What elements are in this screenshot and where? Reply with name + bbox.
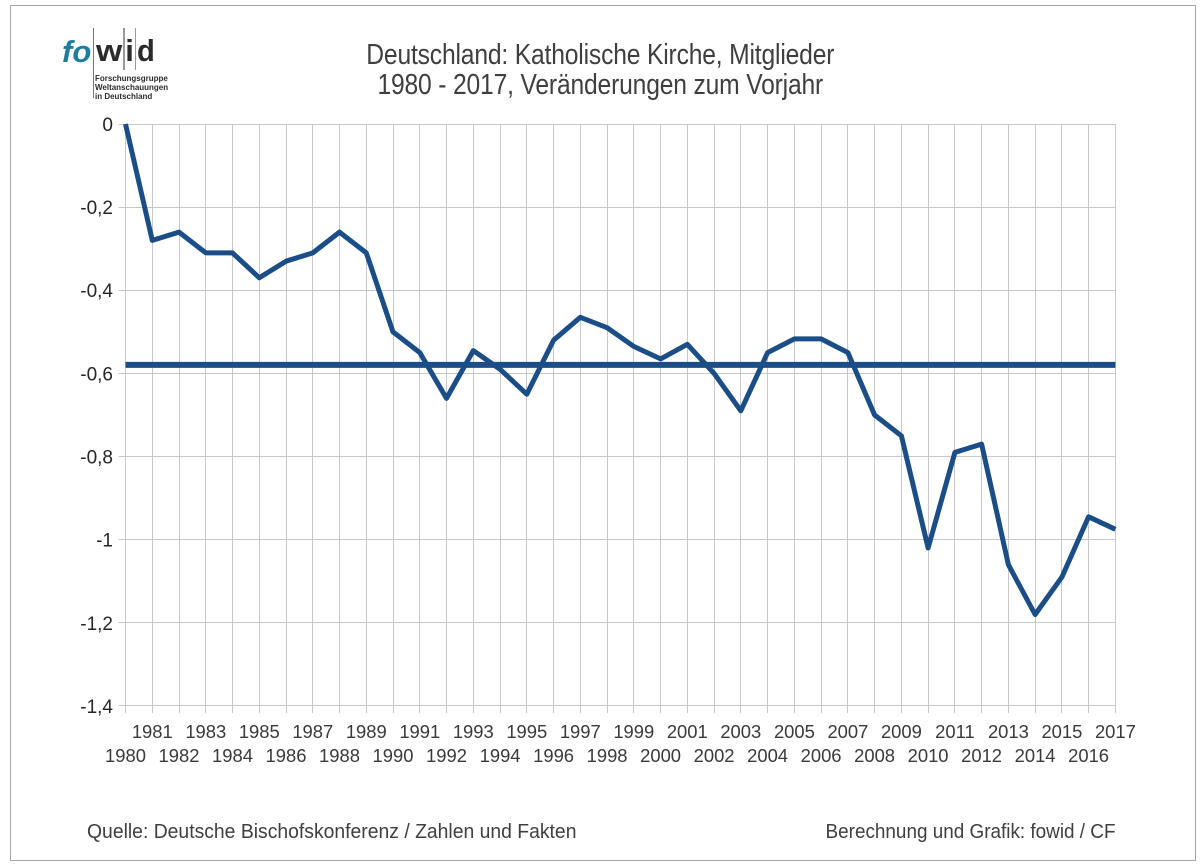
svg-text:-0,4: -0,4 (80, 281, 113, 302)
svg-text:2010: 2010 (908, 745, 949, 766)
svg-text:-0,8: -0,8 (80, 448, 113, 469)
svg-text:2009: 2009 (881, 721, 922, 742)
svg-text:1980: 1980 (105, 745, 146, 766)
svg-text:1997: 1997 (560, 721, 601, 742)
svg-text:2014: 2014 (1015, 745, 1056, 766)
svg-text:2003: 2003 (720, 721, 761, 742)
svg-text:2001: 2001 (667, 721, 708, 742)
svg-text:1988: 1988 (319, 745, 360, 766)
svg-text:1994: 1994 (480, 745, 521, 766)
svg-text:1982: 1982 (159, 745, 200, 766)
svg-text:2017: 2017 (1095, 721, 1136, 742)
svg-text:1986: 1986 (266, 745, 307, 766)
svg-text:1985: 1985 (239, 721, 280, 742)
svg-text:-1,4: -1,4 (80, 697, 113, 718)
svg-text:-1: -1 (96, 531, 113, 552)
svg-text:2011: 2011 (935, 721, 975, 742)
svg-text:1993: 1993 (453, 721, 494, 742)
svg-text:2004: 2004 (747, 745, 788, 766)
svg-text:0: 0 (102, 115, 113, 136)
svg-text:-0,6: -0,6 (80, 364, 113, 385)
svg-text:2005: 2005 (774, 721, 815, 742)
svg-text:1998: 1998 (587, 745, 628, 766)
svg-text:2000: 2000 (640, 745, 681, 766)
svg-text:1987: 1987 (292, 721, 333, 742)
svg-text:2008: 2008 (854, 745, 895, 766)
svg-text:2013: 2013 (988, 721, 1029, 742)
svg-text:1999: 1999 (613, 721, 654, 742)
svg-text:1996: 1996 (533, 745, 574, 766)
svg-text:1983: 1983 (185, 721, 226, 742)
svg-text:1989: 1989 (346, 721, 387, 742)
svg-text:1992: 1992 (426, 745, 467, 766)
svg-text:2007: 2007 (827, 721, 868, 742)
svg-text:-1,2: -1,2 (80, 614, 113, 635)
svg-text:2006: 2006 (801, 745, 842, 766)
svg-text:1990: 1990 (373, 745, 414, 766)
svg-text:1984: 1984 (212, 745, 253, 766)
svg-text:2015: 2015 (1041, 721, 1082, 742)
svg-text:2002: 2002 (694, 745, 735, 766)
svg-text:1991: 1991 (399, 721, 440, 742)
svg-text:2012: 2012 (961, 745, 1002, 766)
svg-text:1995: 1995 (506, 721, 547, 742)
svg-text:1981: 1981 (132, 721, 173, 742)
svg-text:-0,2: -0,2 (80, 198, 113, 219)
svg-text:2016: 2016 (1068, 745, 1109, 766)
